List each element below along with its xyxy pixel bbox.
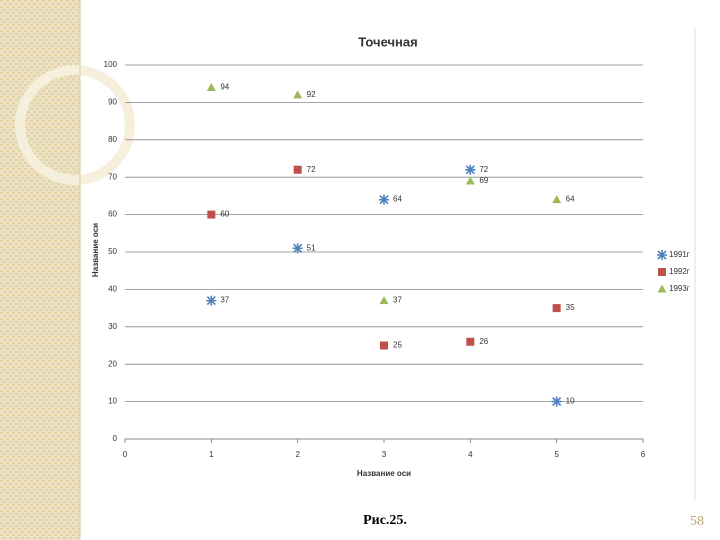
point xyxy=(552,304,561,313)
point xyxy=(293,90,303,99)
point xyxy=(380,341,388,350)
data-label: 25 xyxy=(393,341,402,350)
y-tick-label: 90 xyxy=(108,98,117,107)
side-decoration xyxy=(0,0,80,540)
data-label: 60 xyxy=(220,210,229,219)
point xyxy=(206,295,217,306)
y-tick-label: 80 xyxy=(108,135,117,144)
x-tick-label: 6 xyxy=(641,450,646,459)
point xyxy=(379,194,389,205)
x-tick-label: 0 xyxy=(123,450,128,459)
y-axis-label: Название оси xyxy=(91,223,100,277)
y-tick-label: 60 xyxy=(108,210,117,219)
legend-label: 1993г xyxy=(669,284,690,293)
data-label: 26 xyxy=(479,337,488,346)
y-tick-label: 100 xyxy=(104,60,118,69)
y-tick-label: 40 xyxy=(108,285,117,294)
data-label: 92 xyxy=(307,90,316,99)
point xyxy=(551,396,562,407)
data-label: 37 xyxy=(220,296,229,305)
point xyxy=(207,210,216,219)
data-label: 72 xyxy=(479,165,488,174)
data-label: 94 xyxy=(220,83,229,92)
data-label: 51 xyxy=(307,243,316,252)
y-tick-label: 30 xyxy=(108,322,117,331)
data-label: 64 xyxy=(566,195,575,204)
point xyxy=(465,176,475,185)
y-tick-label: 70 xyxy=(108,172,117,181)
point xyxy=(206,82,216,91)
y-tick-label: 20 xyxy=(108,359,117,368)
x-tick-label: 3 xyxy=(382,450,387,459)
data-label: 37 xyxy=(393,296,402,305)
point xyxy=(657,250,667,260)
caption: Рис.25. xyxy=(363,513,407,528)
y-tick-label: 10 xyxy=(108,397,117,406)
legend-label: 1991г xyxy=(669,250,690,259)
x-tick-label: 1 xyxy=(209,450,214,459)
data-label: 64 xyxy=(393,195,402,204)
point xyxy=(658,268,666,276)
decor-ring xyxy=(15,65,135,185)
data-label: 35 xyxy=(566,303,575,312)
data-label: 10 xyxy=(566,397,575,406)
y-tick-label: 50 xyxy=(108,247,117,256)
x-axis-label: Название оси xyxy=(357,469,411,478)
point xyxy=(465,164,476,175)
point xyxy=(292,243,303,254)
x-tick-label: 2 xyxy=(295,450,300,459)
legend-label: 1992г xyxy=(669,267,690,276)
page-number: 58 xyxy=(690,514,704,529)
point xyxy=(657,284,667,293)
data-label: 69 xyxy=(479,176,488,185)
point xyxy=(466,337,475,346)
chart-title: Точечная xyxy=(358,34,417,49)
point xyxy=(293,165,302,174)
x-tick-label: 5 xyxy=(554,450,559,459)
x-tick-label: 4 xyxy=(468,450,473,459)
point xyxy=(379,296,389,305)
data-label: 72 xyxy=(307,165,316,174)
y-tick-label: 0 xyxy=(113,434,118,443)
point xyxy=(552,195,562,204)
